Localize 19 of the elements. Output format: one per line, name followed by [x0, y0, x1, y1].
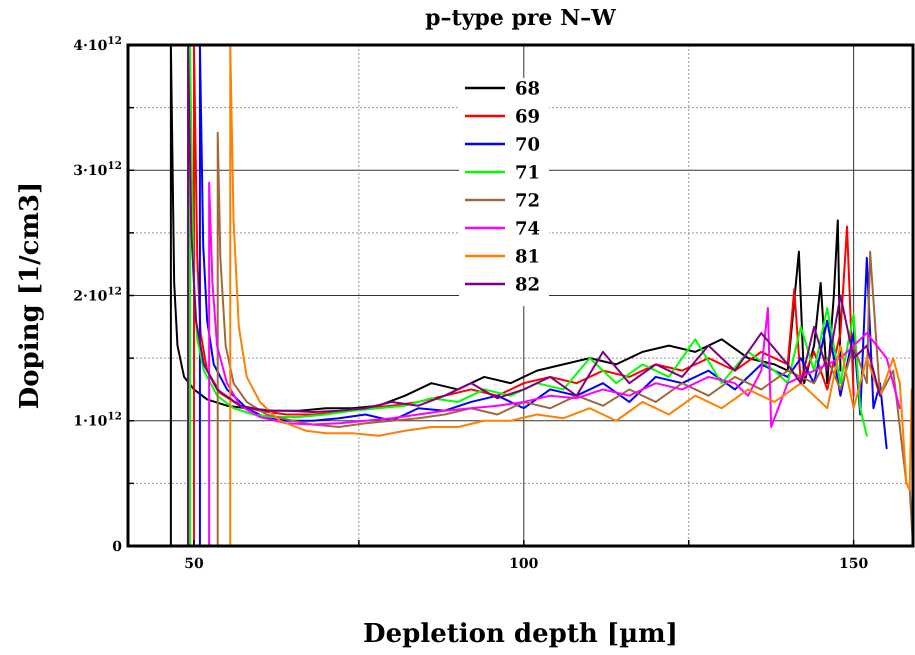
x-tick-label: 150	[839, 556, 868, 572]
legend-label: 82	[515, 274, 540, 296]
legend-label: 72	[515, 190, 540, 212]
legend-label: 74	[515, 218, 540, 240]
x-tick-label: 100	[509, 556, 539, 572]
legend-label: 68	[515, 78, 540, 100]
legend-label: 70	[515, 134, 540, 156]
legend-label: 69	[515, 106, 540, 128]
y-axis-title: Doping [1/cm3]	[15, 182, 45, 410]
y-tick-label: 1·10$^{12}$	[73, 410, 122, 430]
chart-title: p–type pre N–W	[425, 5, 616, 31]
y-tick-label: 4·10$^{12}$	[73, 34, 122, 54]
x-tick-label: 50	[184, 556, 204, 572]
legend-label: 71	[515, 162, 540, 184]
y-tick-label: 2·10$^{12}$	[73, 285, 122, 304]
legend-label: 81	[515, 246, 540, 268]
y-tick-label: 0	[112, 538, 122, 555]
x-axis-title: Depletion depth [µm]	[363, 619, 678, 649]
y-tick-label: 3·10$^{12}$	[73, 160, 122, 180]
